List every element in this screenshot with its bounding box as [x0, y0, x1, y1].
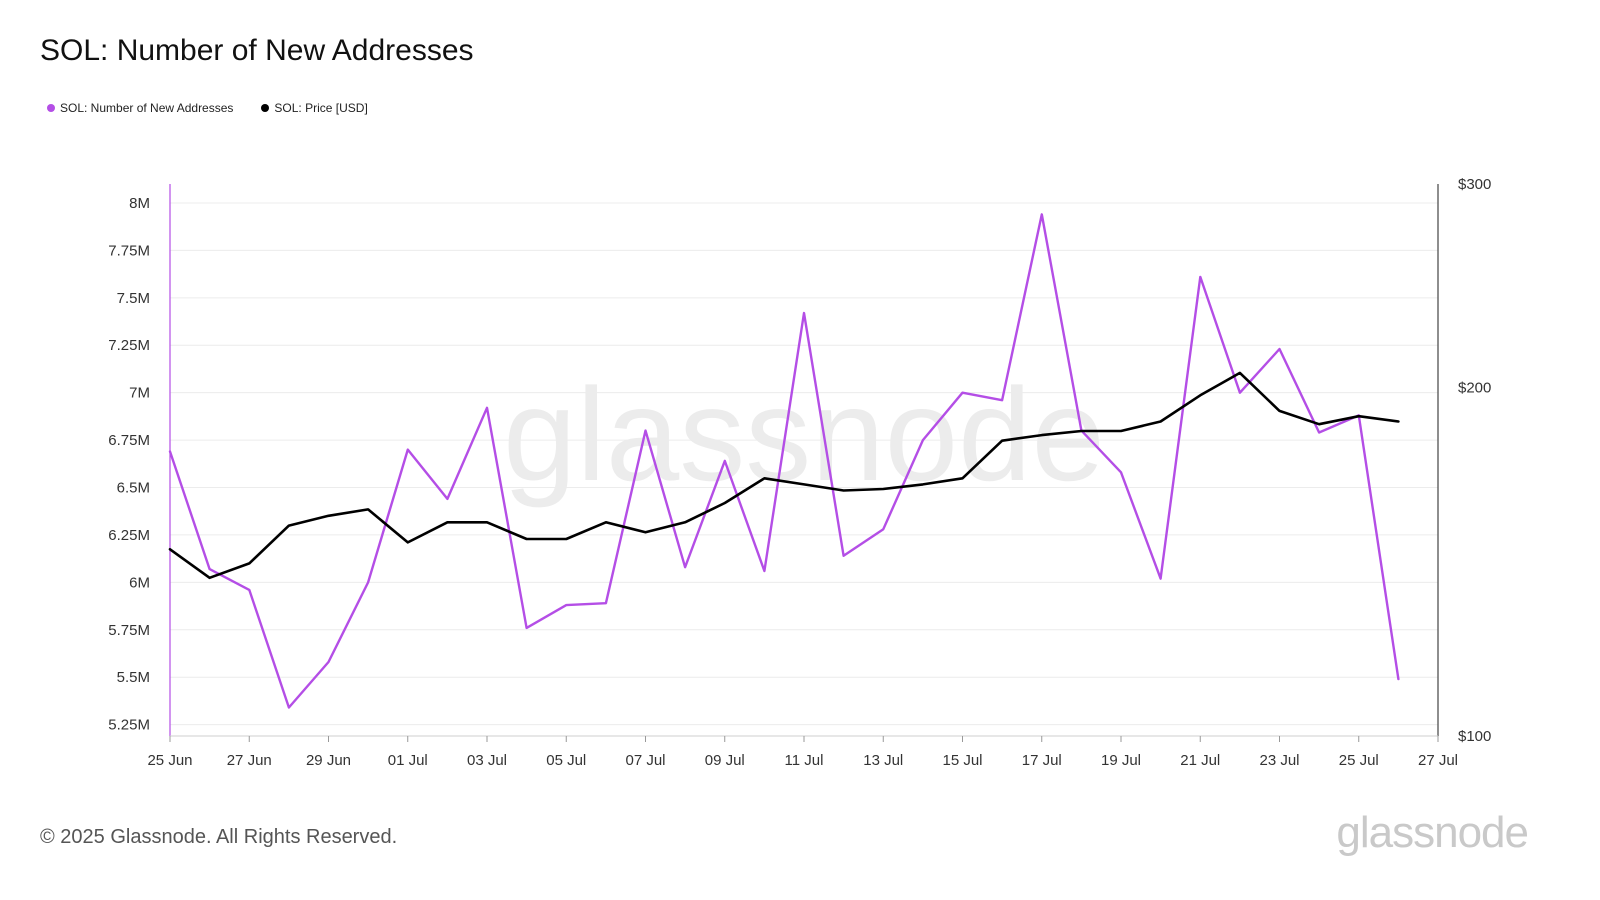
legend-dot-new-addresses — [47, 104, 55, 112]
legend-item-new-addresses[interactable]: SOL: Number of New Addresses — [47, 101, 233, 115]
y-right-tick-label: $100 — [1458, 728, 1491, 745]
x-tick-label: 15 Jul — [942, 752, 982, 769]
y-left-tick-label: 5.5M — [117, 669, 150, 686]
y-left-tick-label: 7.75M — [108, 242, 150, 259]
copyright-footer: © 2025 Glassnode. All Rights Reserved. — [40, 826, 398, 848]
y-left-tick-label: 7M — [129, 385, 150, 402]
legend-label-price: SOL: Price [USD] — [274, 101, 368, 115]
x-tick-label: 07 Jul — [625, 752, 665, 769]
x-tick-label: 29 Jun — [306, 752, 351, 769]
x-tick-label: 25 Jul — [1339, 752, 1379, 769]
legend-item-price[interactable]: SOL: Price [USD] — [261, 101, 368, 115]
y-left-tick-label: 5.25M — [108, 717, 150, 734]
x-tick-label: 01 Jul — [388, 752, 428, 769]
x-tick-label: 05 Jul — [546, 752, 586, 769]
x-tick-label: 19 Jul — [1101, 752, 1141, 769]
y-left-tick-label: 7.25M — [108, 337, 150, 354]
chart-title: SOL: Number of New Addresses — [40, 34, 474, 67]
y-left-tick-label: 6.75M — [108, 432, 150, 449]
legend: SOL: Number of New Addresses SOL: Price … — [47, 101, 368, 115]
y-left-tick-label: 6.25M — [108, 527, 150, 544]
y-right-tick-label: $200 — [1458, 380, 1491, 397]
y-left-tick-label: 7.5M — [117, 290, 150, 307]
series-line-new-addresses — [168, 213, 1400, 709]
x-tick-label: 17 Jul — [1022, 752, 1062, 769]
x-tick-label: 11 Jul — [785, 752, 824, 769]
y-right-tick-label: $300 — [1458, 176, 1491, 193]
legend-dot-price — [261, 104, 270, 112]
x-tick-label: 27 Jun — [227, 752, 272, 769]
x-tick-label: 13 Jul — [863, 752, 903, 769]
glassnode-logo: glassnode — [1336, 808, 1529, 857]
x-tick-label: 25 Jun — [147, 752, 192, 769]
series-line-price — [168, 371, 1400, 580]
watermark-text: glassnode — [503, 361, 1105, 508]
y-left-tick-label: 6.5M — [117, 480, 150, 497]
y-left-tick-label: 6M — [129, 574, 150, 591]
x-tick-label: 27 Jul — [1418, 752, 1458, 769]
x-tick-label: 23 Jul — [1259, 752, 1299, 769]
x-tick-label: 03 Jul — [467, 752, 507, 769]
x-tick-label: 21 Jul — [1180, 752, 1220, 769]
y-left-tick-label: 8M — [129, 195, 150, 212]
x-tick-label: 09 Jul — [705, 752, 745, 769]
legend-label-new-addresses: SOL: Number of New Addresses — [60, 101, 234, 115]
y-left-tick-label: 5.75M — [108, 622, 150, 639]
